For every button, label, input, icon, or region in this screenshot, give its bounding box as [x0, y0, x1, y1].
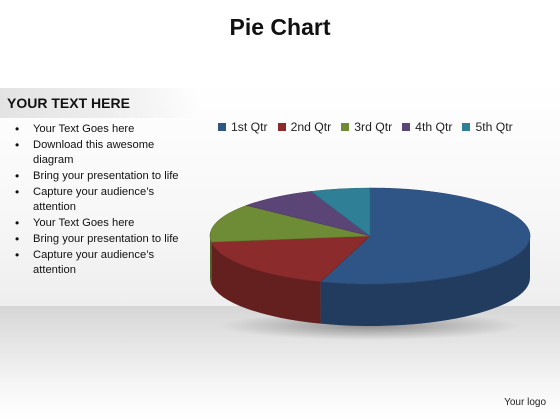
legend-item: 2nd Qtr — [277, 120, 332, 134]
pie-sides — [210, 236, 530, 326]
bullet-item: Your Text Goes here — [14, 122, 184, 137]
chart-legend: 1st Qtr 2nd Qtr 3rd Qtr 4th Qtr 5th Qtr — [218, 119, 548, 135]
pie-slice-side-3 — [210, 236, 212, 285]
pie-slice-side-1 — [320, 236, 530, 326]
legend-swatch — [402, 123, 411, 131]
legend-item: 3rd Qtr — [341, 120, 392, 134]
pie-slice-2 — [210, 235, 371, 282]
bullet-item: Download this awesome diagram — [14, 138, 184, 167]
pie-slice-side-2 — [211, 242, 321, 324]
legend-label: 1st Qtr — [231, 120, 268, 134]
pie-slice-5 — [310, 187, 371, 237]
logo-text: Your logo — [504, 397, 546, 408]
sidebar-heading: YOUR TEXT HERE — [7, 95, 130, 111]
legend-label: 4th Qtr — [415, 120, 453, 134]
background-top — [0, 0, 560, 82]
legend-swatch — [277, 123, 286, 131]
legend-label: 2nd Qtr — [290, 120, 332, 134]
pie-chart — [209, 187, 531, 340]
legend-label: 5th Qtr — [475, 120, 513, 134]
legend-label: 3rd Qtr — [354, 120, 393, 134]
pie-slice-1 — [319, 187, 531, 285]
bullet-item: Your Text Goes here — [14, 216, 184, 231]
legend-swatch — [462, 123, 471, 131]
pie-slice-3 — [209, 205, 371, 243]
sidebar-heading-bar — [0, 88, 200, 118]
bullet-item: Bring your presentation to life — [14, 232, 184, 247]
pie-tops — [209, 187, 531, 285]
bullet-item: Bring your presentation to life — [14, 169, 184, 184]
bullet-list: Your Text Goes here Download this awesom… — [14, 122, 184, 279]
legend-item: 1st Qtr — [218, 120, 268, 134]
legend-item: 4th Qtr — [402, 120, 452, 134]
bullet-item: Capture your audience’s attention — [14, 185, 184, 214]
page-title: Pie Chart — [229, 14, 331, 40]
legend-swatch — [341, 123, 350, 131]
legend-item: 5th Qtr — [462, 120, 513, 134]
bullet-item: Capture your audience’s attention — [14, 248, 184, 277]
legend-swatch — [218, 123, 226, 131]
